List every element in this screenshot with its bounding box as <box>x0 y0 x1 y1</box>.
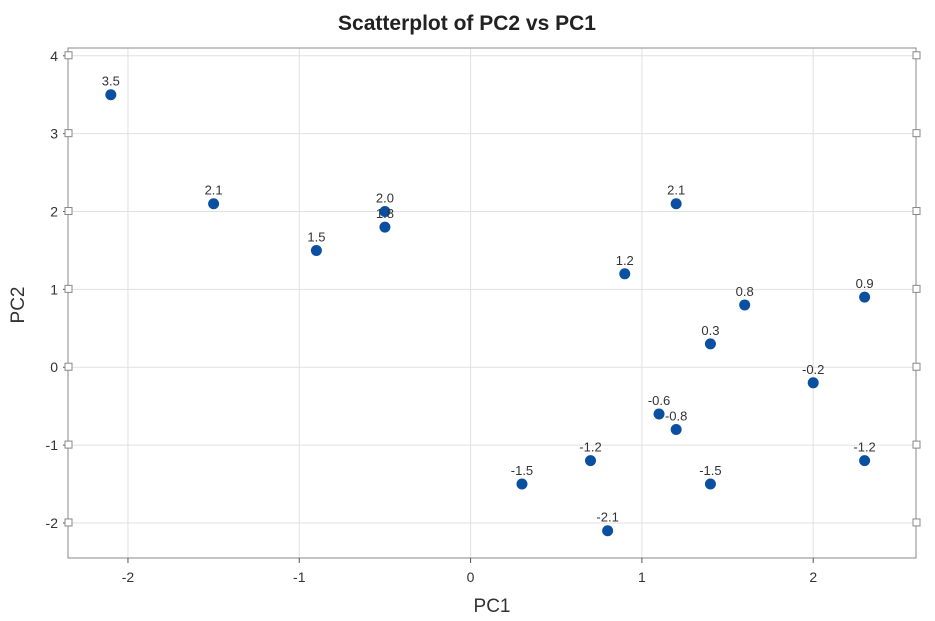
y-tick-label: -1 <box>46 437 59 453</box>
data-label: -0.2 <box>802 362 824 377</box>
data-label: -1.5 <box>699 463 721 478</box>
x-tick-label: -2 <box>122 569 135 585</box>
x-tick-label: -1 <box>293 569 306 585</box>
data-point <box>739 299 751 311</box>
data-label: -2.1 <box>596 510 618 525</box>
data-label: 0.3 <box>701 323 719 338</box>
chart-title: Scatterplot of PC2 vs PC1 <box>338 12 596 35</box>
data-label: 0.9 <box>856 276 874 291</box>
data-label: 1.8 <box>376 206 394 221</box>
y-tick-label: -2 <box>46 515 59 531</box>
frame-handles <box>64 51 921 527</box>
y-axis-label: PC2 <box>8 287 29 324</box>
y-tick-label: 4 <box>50 48 58 64</box>
data-point <box>516 478 528 490</box>
frame-handle-left <box>64 440 73 449</box>
data-point <box>619 268 631 280</box>
data-point <box>704 478 716 490</box>
data-point <box>859 455 871 467</box>
data-label: -0.8 <box>665 409 687 424</box>
data-point <box>585 455 597 467</box>
y-tick-label: 1 <box>50 281 58 297</box>
frame-handle-left <box>64 129 73 138</box>
frame-handle-right <box>912 362 921 371</box>
frame-handle-right <box>912 129 921 138</box>
data-label: 2.1 <box>667 183 685 198</box>
frame-handle-left <box>64 207 73 216</box>
data-point <box>602 525 614 537</box>
data-label: 1.5 <box>307 229 325 244</box>
data-point <box>670 424 682 436</box>
frame-handle-left <box>64 518 73 527</box>
data-label: -1.5 <box>511 463 533 478</box>
data-label: 2.0 <box>376 191 394 206</box>
data-point <box>208 198 220 210</box>
plot-frame <box>67 47 917 559</box>
frame-handle-right <box>912 518 921 527</box>
data-point <box>670 198 682 210</box>
grid-lines <box>68 48 916 558</box>
data-label: -0.6 <box>648 393 670 408</box>
y-tick-label: 3 <box>50 126 58 142</box>
data-point <box>379 206 391 218</box>
frame-handle-left <box>64 362 73 371</box>
y-tick-label: 2 <box>50 204 58 220</box>
x-tick-label: 0 <box>467 569 475 585</box>
data-point <box>859 291 871 303</box>
frame-handle-left <box>64 51 73 60</box>
data-point <box>704 338 716 350</box>
frame-handle-right <box>912 440 921 449</box>
data-point <box>379 221 391 233</box>
data-label: 1.2 <box>616 253 634 268</box>
x-tick-label: 2 <box>809 569 817 585</box>
data-label: -1.2 <box>853 440 875 455</box>
data-point <box>653 408 665 420</box>
y-tick-label: 0 <box>50 359 58 375</box>
data-label: -1.2 <box>579 440 601 455</box>
axis-ticks: -2 -1 0 1 2 -2 -1 0 1 2 3 4 <box>46 48 818 585</box>
frame-handle-right <box>912 207 921 216</box>
data-label: 0.8 <box>736 284 754 299</box>
data-point <box>310 244 322 256</box>
data-points: 3.5 2.1 1.5 2.01.8 -1.5 -1.2 -2.1 1.2 -0.6 2.1 -0.… <box>102 74 876 537</box>
data-point <box>105 89 117 101</box>
frame-handle-right <box>912 51 921 60</box>
frame-handle-left <box>64 284 73 293</box>
x-tick-label: 1 <box>638 569 646 585</box>
data-point <box>807 377 819 389</box>
x-axis-label: PC1 <box>474 596 511 617</box>
frame-handle-right <box>912 284 921 293</box>
data-label: 2.1 <box>205 183 223 198</box>
data-label: 3.5 <box>102 74 120 89</box>
